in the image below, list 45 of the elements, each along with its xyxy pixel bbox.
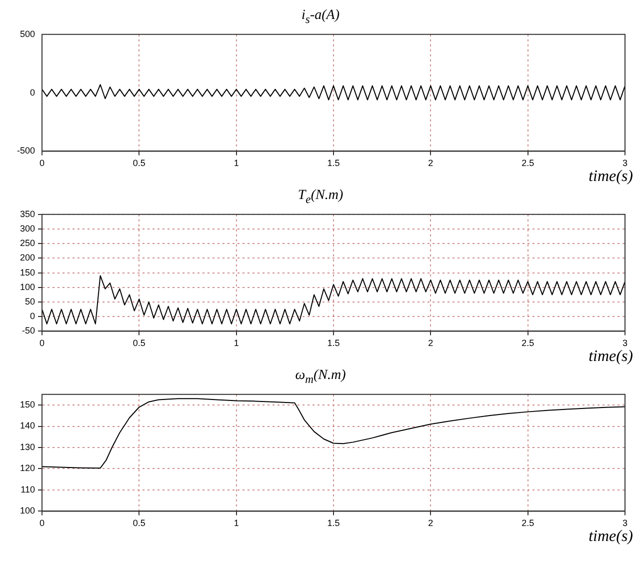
y-tick-label: 100 <box>20 282 35 292</box>
x-tick-label: 1.5 <box>327 338 340 348</box>
y-tick-label: 110 <box>20 484 35 494</box>
x-tick-label: 2.5 <box>522 158 534 168</box>
x-tick-label: 1 <box>234 158 239 168</box>
x-tick-label: 2.5 <box>522 518 534 528</box>
x-axis-title: time(s) <box>588 528 633 547</box>
y-tick-label: 150 <box>20 400 35 410</box>
chart-title: T$_{e}$(N.m) <box>296 188 344 206</box>
x-tick-label: 2 <box>428 158 434 168</box>
y-tick-label: 0 <box>30 311 35 322</box>
y-tick-label: 50 <box>24 296 35 306</box>
x-tick-label: 1.5 <box>327 158 340 168</box>
x-tick-label: 1 <box>234 338 239 348</box>
x-axis-title: time(s) <box>588 168 633 187</box>
y-tick-label: 140 <box>20 420 35 431</box>
x-tick-label: 1.5 <box>327 518 340 528</box>
chart-title: ω$_{m}$(N.m) <box>294 368 347 386</box>
x-tick-label: 0 <box>39 158 45 168</box>
y-tick-label: -50 <box>22 326 35 336</box>
y-tick-label: 300 <box>20 223 35 234</box>
x-tick-label: 0.5 <box>132 518 146 528</box>
y-tick-label: 250 <box>20 238 35 248</box>
x-tick-label: 3 <box>622 158 628 168</box>
y-tick-label: 100 <box>20 506 35 516</box>
chart-title: i$_{s}$-a(A) <box>300 8 340 26</box>
y-tick-label: 130 <box>20 442 35 452</box>
y-tick-label: 120 <box>20 463 35 474</box>
x-tick-label: 2 <box>428 338 434 348</box>
x-tick-label: 1 <box>234 518 239 528</box>
y-tick-label: 350 <box>20 208 35 219</box>
x-axis-title: time(s) <box>588 348 633 367</box>
y-tick-label: 200 <box>20 252 35 263</box>
x-tick-label: 3 <box>622 518 628 528</box>
x-tick-label: 0.5 <box>132 338 146 348</box>
x-tick-label: 3 <box>622 338 628 348</box>
x-tick-label: 0 <box>39 518 45 528</box>
y-tick-label: 500 <box>20 28 35 39</box>
x-tick-label: 2.5 <box>522 338 534 348</box>
y-tick-label: 150 <box>20 267 35 278</box>
x-tick-label: 2 <box>428 518 434 528</box>
x-tick-label: 0.5 <box>132 158 146 168</box>
y-tick-label: -500 <box>16 146 35 156</box>
x-tick-label: 0 <box>39 338 45 348</box>
y-tick-label: 0 <box>30 87 35 98</box>
